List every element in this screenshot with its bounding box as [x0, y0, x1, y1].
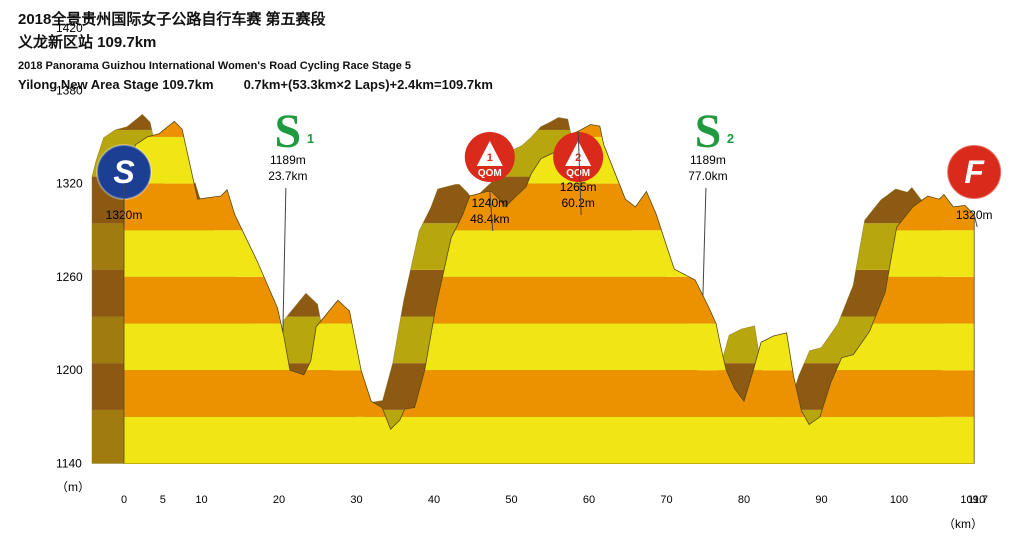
elevation-band: [124, 230, 975, 277]
band-group: [124, 0, 975, 464]
x-tick-label: 60: [583, 494, 595, 506]
y-tick-label: 1140: [56, 457, 82, 471]
elevation-label: 1265m: [560, 180, 597, 194]
distance-label: 23.7km: [268, 169, 307, 183]
sprint-icon: S: [275, 105, 302, 158]
x-tick-label: 20: [273, 494, 285, 506]
qom-label: QOM: [478, 168, 502, 179]
distance-label: 60.2m: [561, 196, 594, 210]
x-tick-label: 5: [160, 494, 166, 506]
x-tick-label: 50: [505, 494, 517, 506]
elevation-label: 1240m: [471, 196, 508, 210]
stage-title-english: Yilong New Area Stage 109.7km: [18, 77, 214, 92]
y-tick-label: 1260: [56, 270, 83, 284]
y-tick-label: 1200: [56, 363, 83, 377]
x-axis-unit: （km）: [943, 517, 983, 531]
leader-line: [973, 214, 978, 228]
leader-line: [489, 191, 494, 232]
stage-title-chinese: 义龙新区站 109.7km: [18, 34, 157, 51]
sprint-number: 2: [727, 131, 734, 146]
side-band: [90, 0, 944, 83]
sprint-icon: S: [695, 105, 722, 158]
start-symbol: S: [113, 154, 135, 190]
elevation-bands: [124, 0, 975, 464]
x-tick-label: 10: [195, 494, 207, 506]
race-title-english: 2018 Panorama Guizhou International Wome…: [18, 60, 412, 72]
leader-line: [282, 187, 287, 333]
y-axis-unit: （m）: [56, 480, 90, 494]
x-tick-label: 80: [738, 494, 750, 506]
x-tick-label: 30: [350, 494, 362, 506]
distance-label: 77.0km: [688, 169, 727, 183]
y-tick-label: 1380: [56, 83, 83, 97]
qom-number: 1: [487, 152, 493, 164]
leader-line: [577, 131, 582, 216]
mountain-icon: [565, 141, 592, 166]
mountain-icon: [476, 141, 503, 166]
x-tick-label: 90: [815, 494, 827, 506]
leader-line: [702, 187, 707, 296]
elevation-label: 1189m: [690, 153, 726, 167]
qom-number: 2: [575, 152, 581, 164]
x-tick-label: 0: [121, 494, 127, 506]
y-tick-label: 1420: [56, 21, 83, 35]
icon-ring: [946, 144, 1003, 200]
qom-label: QOM: [566, 168, 590, 179]
marker-qom: 1 QOM 1240m 48.4km: [464, 132, 515, 232]
side-band: [92, 114, 943, 130]
finish-symbol: F: [964, 154, 985, 190]
x-end-label: 109.7: [960, 494, 988, 506]
start-icon: [97, 145, 151, 199]
distance-formula: 0.7km+(53.3km×2 Laps)+2.4km=109.7km: [243, 77, 493, 92]
stage-line-english: Yilong New Area Stage 109.7km 0.7km+(53.3…: [18, 77, 493, 92]
distance-label: 48.4km: [470, 212, 509, 226]
x-tick-label: 110: [968, 494, 986, 506]
elevation-band: [124, 0, 974, 90]
start-wall: [92, 176, 124, 464]
x-tick-label: 100: [890, 494, 908, 506]
y-tick-label: 1320: [56, 177, 83, 191]
sprint-number: 1: [307, 131, 314, 146]
elevation-band: [124, 183, 975, 231]
race-title-chinese: 2018全景贵州国际女子公路自行车赛 第五赛段: [18, 11, 326, 28]
side-band: [92, 129, 943, 177]
elevation-label: 1189m: [270, 153, 306, 167]
finish-icon: [947, 145, 1002, 199]
x-tick-label: 70: [660, 494, 672, 506]
x-tick-label: 40: [428, 494, 440, 506]
elevation-band: [124, 416, 975, 464]
elevation-band: [124, 370, 975, 417]
